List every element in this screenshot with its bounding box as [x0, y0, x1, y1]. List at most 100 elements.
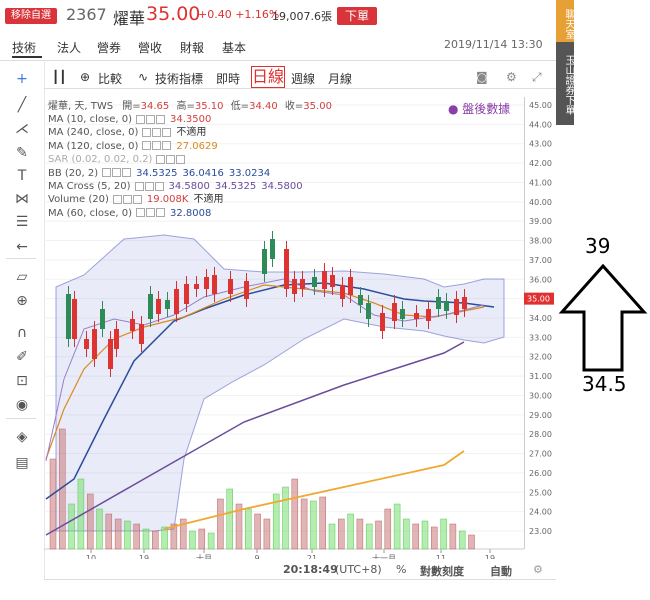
fullscreen-icon[interactable]: ⤢ — [532, 70, 542, 84]
price-chart[interactable]: 45.00 44.00 43.00 42.00 41.00 40.00 39.00 38.00… — [44, 89, 556, 559]
crosshair-icon[interactable]: + — [16, 71, 28, 87]
legend-toggle-icon[interactable] — [156, 154, 166, 164]
eye-icon[interactable]: ◉ — [15, 397, 29, 413]
realtime-button[interactable]: 即時 — [216, 72, 241, 86]
legend-toggle-icon[interactable] — [146, 114, 156, 124]
volume-bar — [421, 520, 429, 550]
lock-icon[interactable]: ⊡ — [16, 373, 28, 389]
tab-revenue[interactable]: 營收 — [138, 41, 163, 55]
volume-bar — [152, 530, 159, 550]
indicators-button[interactable]: 技術指標 — [155, 72, 204, 86]
legend-toggle-icon[interactable] — [142, 127, 152, 137]
legend-toggle-icon[interactable] — [152, 127, 162, 137]
broker-order-button[interactable]: 玉山證券下單 — [556, 42, 574, 125]
tab-institutional[interactable]: 法人 — [57, 41, 82, 55]
candle-body — [284, 249, 289, 289]
x-tick-label: 十一月 — [372, 553, 396, 559]
legend-toggle-icon[interactable] — [156, 208, 166, 218]
daily-button[interactable]: 日線 — [251, 66, 285, 88]
back-arrow-icon[interactable]: ← — [16, 239, 28, 255]
remove-watchlist-button[interactable]: 移除自選 — [5, 8, 57, 24]
legend-toggle-icon[interactable] — [144, 181, 154, 191]
after-hours-label: 盤後數據 — [462, 102, 511, 116]
weekly-button[interactable]: 週線 — [291, 72, 316, 86]
pencil-lock-icon[interactable]: ✐ — [16, 349, 28, 365]
candle-body — [114, 329, 119, 349]
volume-bar — [310, 500, 317, 550]
candle-body — [426, 309, 431, 321]
auto-scale-toggle[interactable]: 自動 — [490, 565, 512, 578]
legend-value: 19.008K — [146, 194, 189, 206]
legend-row: BB (20, 2) 34.5325 36.0416 33.0234 — [48, 167, 275, 180]
legend-toggle-icon[interactable] — [152, 141, 162, 151]
legend-toggle-icon[interactable] — [132, 194, 142, 204]
up-arrow-icon — [558, 263, 648, 372]
settings-gear-icon[interactable]: ⚙ — [533, 563, 543, 576]
monthly-button[interactable]: 月線 — [328, 72, 353, 86]
legend-toggle-icon[interactable] — [162, 127, 172, 137]
volume-bar — [365, 523, 373, 550]
candle-body — [184, 284, 189, 304]
log-scale-toggle[interactable]: 對數刻度 — [420, 565, 464, 578]
toolbar-divider — [44, 88, 556, 89]
volume-bar — [124, 520, 131, 550]
multi-line-icon[interactable]: ⋌ — [15, 121, 29, 137]
chart-area[interactable] — [44, 89, 556, 580]
volume-bar — [68, 503, 75, 550]
drawing-toolbar: + ╱ ⋌ ✎ T ⋈ ☰ ← ▱ ⊕ ∩ ✐ ⊡ ◉ ◈ ▤ — [0, 62, 45, 580]
legend-value: 34.5800 — [168, 181, 210, 192]
candle-body — [244, 281, 249, 299]
after-hours-link[interactable]: ● 盤後數據 — [448, 102, 511, 116]
compare-button[interactable]: 比較 — [98, 72, 123, 86]
high-value: 35.10 — [194, 101, 224, 112]
ruler-icon[interactable]: ▱ — [16, 269, 28, 285]
percent-toggle[interactable]: % — [396, 563, 407, 576]
candle-body — [322, 271, 327, 289]
legend-toggle-icon[interactable] — [134, 181, 144, 191]
legend-toggle-icon[interactable] — [176, 154, 186, 164]
legend-toggle-icon[interactable] — [162, 141, 172, 151]
legend-toggle-icon[interactable] — [166, 154, 176, 164]
legend-toggle-icon[interactable] — [136, 114, 146, 124]
layers-icon[interactable]: ◈ — [16, 429, 28, 445]
tab-basic[interactable]: 基本 — [222, 41, 247, 55]
legend-toggle-icon[interactable] — [136, 208, 146, 218]
stock-price: 35.00 — [146, 3, 201, 25]
magnet-icon[interactable]: ∩ — [16, 325, 28, 341]
legend-toggle-icon[interactable] — [156, 114, 166, 124]
x-tick-label: 十月 — [196, 553, 212, 559]
legend-toggle-icon[interactable] — [102, 168, 112, 178]
pattern-icon[interactable]: ⋈ — [15, 191, 29, 207]
y-tick-label: 43.00 — [529, 140, 552, 149]
tab-technical[interactable]: 技術 — [12, 41, 37, 55]
legend-toggle-icon[interactable] — [112, 168, 122, 178]
legend-toggle-icon[interactable] — [142, 141, 152, 151]
legend-toggle-icon[interactable] — [154, 181, 164, 191]
candle-body — [380, 313, 385, 331]
legend-toggle-icon[interactable] — [122, 168, 132, 178]
legend-toggle-icon[interactable] — [112, 194, 122, 204]
camera-icon[interactable]: ◙ — [476, 70, 488, 84]
tab-financials[interactable]: 財報 — [180, 41, 205, 55]
zoom-in-icon[interactable]: ⊕ — [16, 293, 28, 309]
legend-toggle-icon[interactable] — [146, 208, 156, 218]
candle-type-icon[interactable]: ┃┃ — [52, 70, 67, 84]
legend-symbol: 燿華, 天, TWS — [48, 101, 114, 112]
legend-label: SAR (0.02, 0.02, 0.2) — [48, 154, 153, 166]
volume-bar — [300, 498, 308, 550]
order-button[interactable]: 下單 — [337, 7, 377, 25]
chatroom-button[interactable]: 聊天室 — [556, 0, 574, 45]
trash-icon[interactable]: ▤ — [15, 455, 29, 471]
gear-icon[interactable]: ⚙ — [506, 70, 517, 84]
volume-bar — [384, 508, 392, 550]
volume-bar — [245, 508, 252, 550]
brush-icon[interactable]: ✎ — [16, 145, 28, 161]
candle-body — [100, 309, 105, 329]
legend-value: 34.3500 — [170, 114, 212, 125]
fib-icon[interactable]: ☰ — [15, 214, 29, 230]
tab-margin[interactable]: 營券 — [97, 41, 122, 55]
trade-volume: 19,007.6張 — [272, 10, 332, 23]
legend-toggle-icon[interactable] — [122, 194, 132, 204]
trend-line-icon[interactable]: ╱ — [17, 97, 27, 113]
text-icon[interactable]: T — [17, 168, 27, 184]
